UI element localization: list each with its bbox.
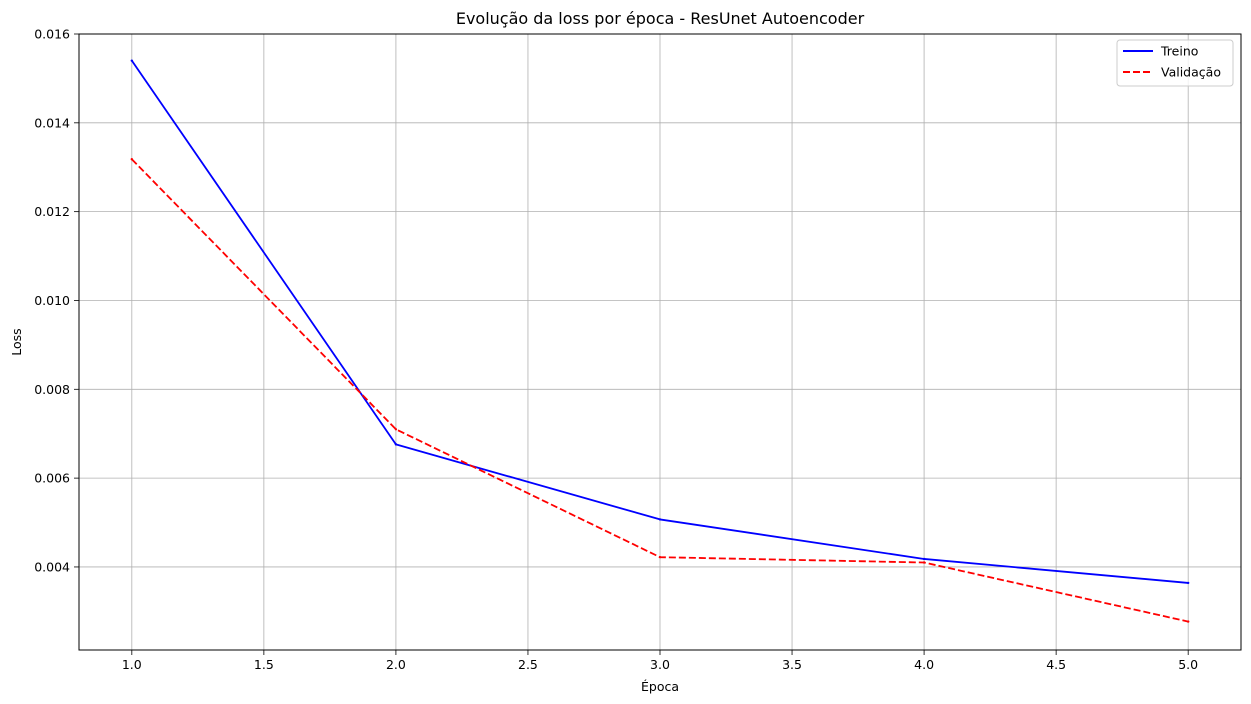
chart-title: Evolução da loss por época - ResUnet Aut… — [456, 9, 865, 28]
y-tick-label: 0.016 — [34, 27, 70, 42]
data-point-treino — [1186, 581, 1190, 585]
tick-layer: 1.0 1.5 2.0 2.5 3.0 3.5 4.0 4.5 5.0 0.004 0.006 0.0… — [34, 27, 1198, 673]
data-point-validacao — [922, 561, 926, 564]
data-point-validacao — [394, 428, 398, 431]
x-tick-label: 1.0 — [122, 657, 142, 672]
series-layer — [130, 59, 1190, 623]
y-axis-label: Loss — [9, 328, 24, 355]
data-point-validacao — [130, 158, 134, 161]
x-tick-label: 4.0 — [914, 657, 934, 672]
x-axis-label: Época — [641, 679, 679, 694]
x-tick-label: 2.5 — [518, 657, 538, 672]
y-tick-label: 0.014 — [34, 115, 70, 130]
y-tick-label: 0.010 — [34, 293, 70, 308]
x-tick-label: 1.5 — [254, 657, 274, 672]
data-point-validacao — [1186, 620, 1190, 623]
data-point-treino — [130, 59, 134, 62]
x-tick-label: 4.5 — [1046, 657, 1066, 672]
data-point-treino — [922, 557, 926, 561]
grid-layer — [79, 33, 1241, 650]
data-point-treino — [658, 518, 662, 521]
y-tick-label: 0.012 — [34, 204, 70, 219]
legend-label-validacao: Validação — [1161, 65, 1221, 80]
legend-label-treino: Treino — [1160, 44, 1198, 59]
x-tick-label: 5.0 — [1178, 657, 1198, 672]
x-tick-label: 2.0 — [386, 657, 406, 672]
data-point-treino — [394, 443, 398, 446]
x-tick-label: 3.5 — [782, 657, 802, 672]
y-tick-label: 0.008 — [34, 382, 70, 397]
y-tick-label: 0.004 — [34, 559, 70, 574]
legend: Treino Validação — [1116, 39, 1234, 87]
x-tick-label: 3.0 — [650, 657, 670, 672]
y-tick-label: 0.006 — [34, 471, 70, 486]
data-point-validacao — [658, 555, 662, 559]
